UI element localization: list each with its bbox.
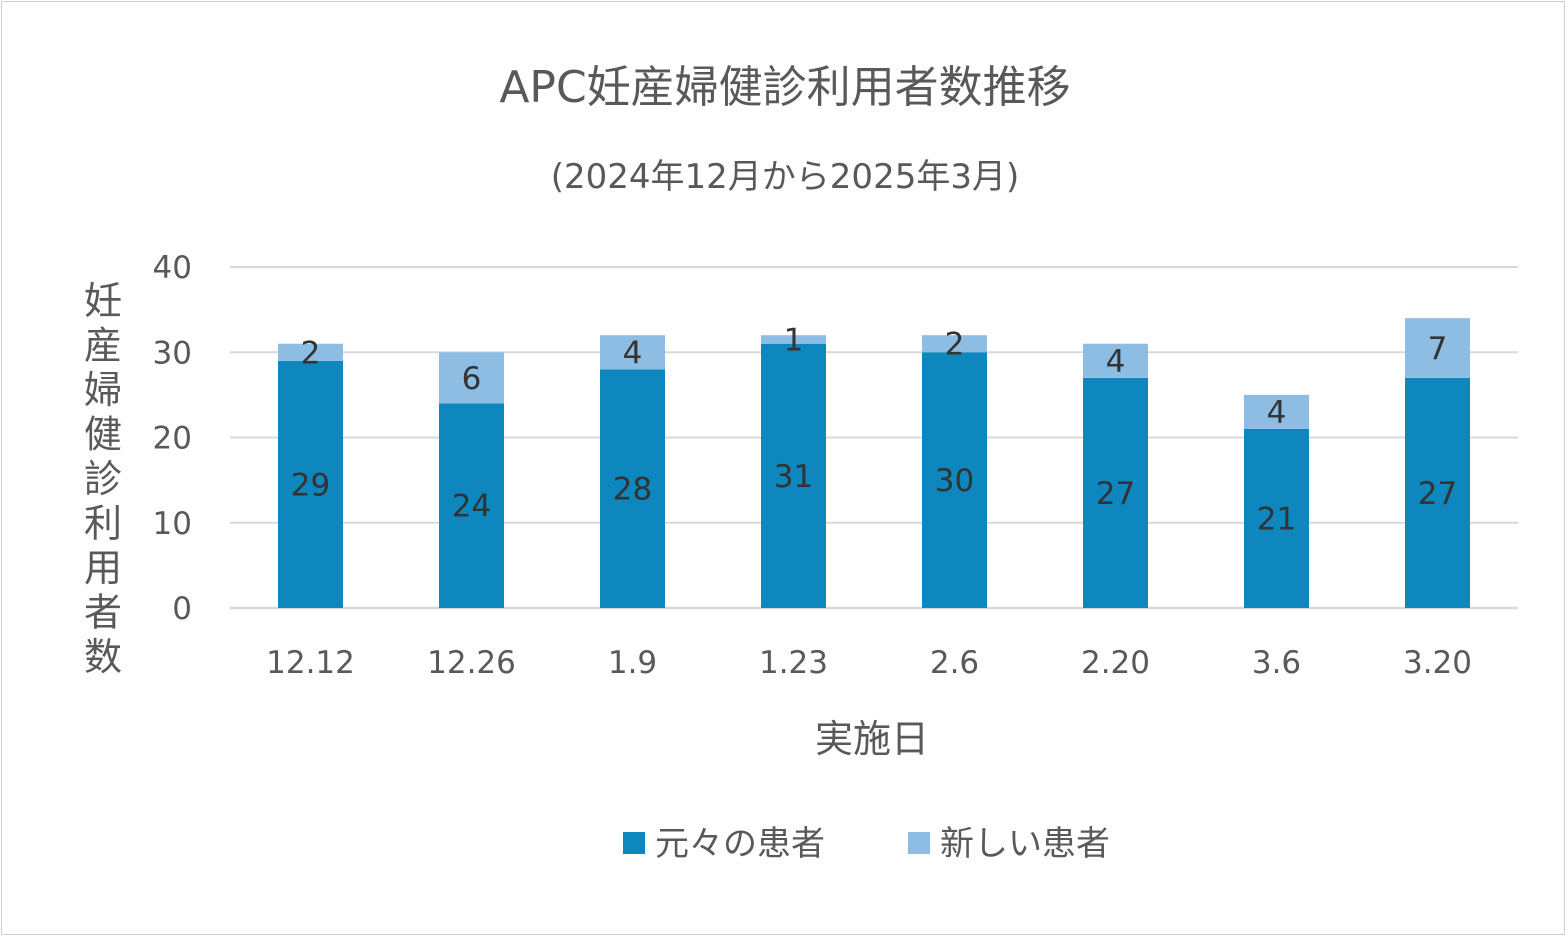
bar-segment: [278, 343, 343, 361]
bar-segment: [600, 335, 665, 370]
data-label: 2: [945, 327, 965, 363]
y-axis-title-char: 婦: [84, 368, 122, 412]
y-axis-title-char: 診: [84, 457, 122, 501]
x-axis-title: 実施日: [815, 717, 929, 761]
bar-segment: [1083, 343, 1148, 378]
y-axis-title-char: 産: [84, 324, 122, 368]
x-axis-ticks: 12.12 12.26 1.9 1.23 2.6 2.20 3.6 3.20: [266, 645, 1472, 681]
bar-segment: [439, 352, 504, 404]
data-label: 30: [935, 463, 974, 499]
y-axis-title-char: 健: [84, 413, 122, 457]
bar-segment: [922, 335, 987, 353]
legend-swatch: [908, 832, 930, 854]
x-tick-label: 1.23: [759, 645, 828, 681]
bar-segment: [922, 352, 987, 608]
y-tick-label: 0: [172, 591, 192, 627]
x-tick-label: 2.6: [930, 645, 979, 681]
gridlines: [230, 266, 1518, 610]
y-tick-label: 40: [153, 250, 192, 286]
data-label: 21: [1257, 501, 1296, 537]
data-label: 28: [613, 472, 652, 508]
data-label: 1: [784, 322, 804, 358]
data-label: 27: [1096, 476, 1135, 512]
data-label: 6: [462, 361, 482, 397]
data-label: 4: [1267, 395, 1287, 431]
legend: 元々の患者 新しい患者: [623, 824, 1110, 864]
y-axis-title-char: 者: [84, 591, 122, 635]
bar-segment: [1405, 377, 1470, 608]
data-label: 27: [1418, 476, 1457, 512]
data-label: 4: [623, 335, 643, 371]
bar-segment: [1083, 377, 1148, 608]
bar-segment: [600, 369, 665, 608]
y-axis-title: 妊産婦健診利用者数: [84, 279, 122, 679]
bars: 29 2 24 6 28 4 31 1 30 2 27 4 21 4 27 7: [278, 318, 1470, 608]
y-axis-title-char: 利: [84, 502, 122, 546]
x-tick-label: 1.9: [608, 645, 657, 681]
bar-segment: [1244, 394, 1309, 429]
legend-label: 元々の患者: [655, 824, 825, 864]
x-tick-label: 3.6: [1252, 645, 1301, 681]
data-label: 4: [1106, 344, 1126, 380]
y-tick-label: 30: [153, 335, 192, 371]
legend-label: 新しい患者: [940, 824, 1110, 864]
x-tick-label: 12.12: [266, 645, 355, 681]
x-tick-label: 3.20: [1403, 645, 1472, 681]
y-tick-label: 10: [153, 506, 192, 542]
y-axis-title-char: 妊: [84, 279, 122, 323]
bar-segment: [439, 403, 504, 608]
y-tick-label: 20: [153, 421, 192, 457]
data-label: 31: [774, 459, 813, 495]
bar-segment: [278, 360, 343, 608]
bar-segment: [1405, 318, 1470, 378]
y-axis-ticks: 0 10 20 30 40: [153, 250, 192, 627]
chart-subtitle: (2024年12月から2025年3月): [551, 157, 1019, 197]
data-label: 7: [1428, 331, 1448, 367]
y-axis-title-char: 用: [84, 546, 122, 590]
bar-segment: [761, 343, 826, 608]
data-label: 24: [452, 489, 491, 525]
x-tick-label: 12.26: [427, 645, 516, 681]
bar-segment: [761, 335, 826, 344]
x-tick-label: 2.20: [1081, 645, 1150, 681]
legend-swatch: [623, 832, 645, 854]
data-label: 29: [291, 467, 330, 503]
chart-title: APC妊産婦健診利用者数推移: [499, 62, 1070, 113]
data-label: 2: [301, 335, 321, 371]
bar-segment: [1244, 428, 1309, 608]
y-axis-title-char: 数: [84, 635, 122, 679]
